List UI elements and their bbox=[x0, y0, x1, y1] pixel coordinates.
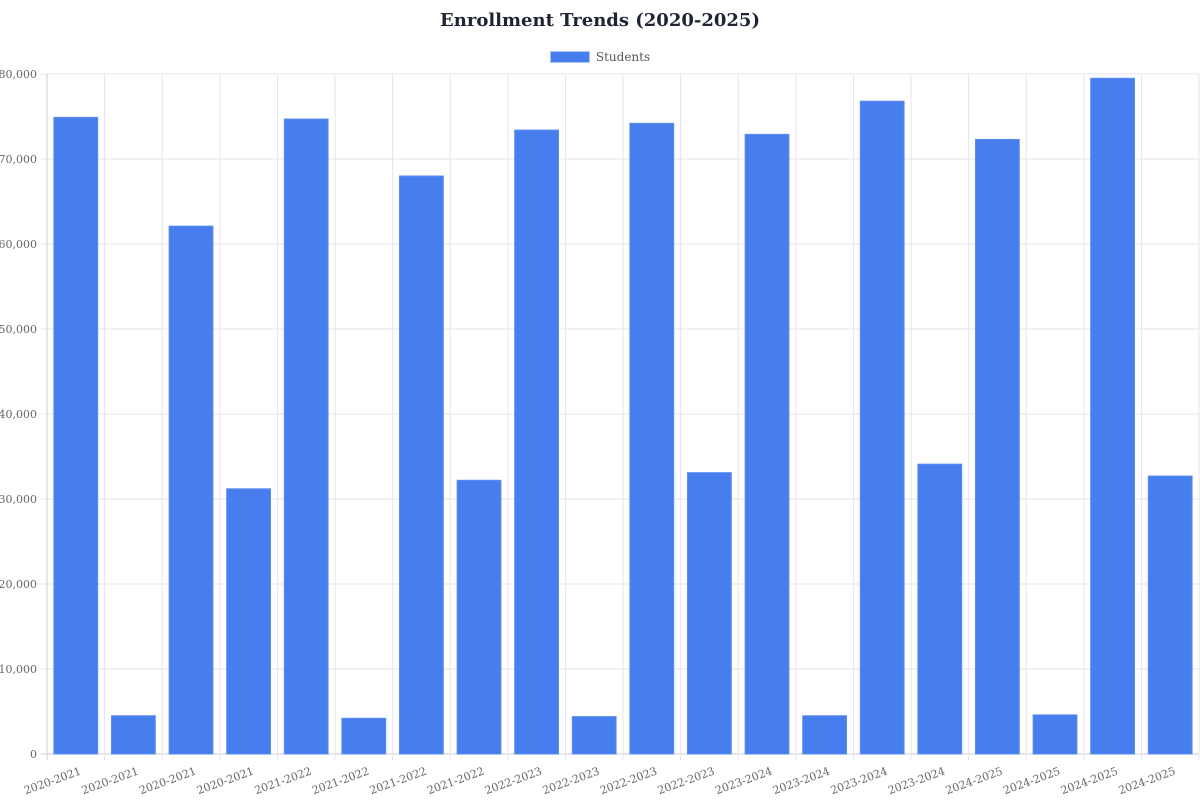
x-tick-label: 2024-2025 bbox=[1001, 765, 1062, 798]
bar bbox=[975, 138, 1020, 755]
y-tick-label: 10,000 bbox=[0, 663, 37, 676]
bar bbox=[744, 133, 790, 755]
x-tick-label: 2024-2025 bbox=[1117, 765, 1178, 798]
y-tick-label: 0 bbox=[30, 748, 37, 761]
bar bbox=[514, 129, 559, 755]
x-tick-label: 2024-2025 bbox=[1059, 765, 1120, 798]
y-tick-label: 60,000 bbox=[0, 238, 37, 251]
chart-title: Enrollment Trends (2020-2025) bbox=[440, 10, 760, 31]
x-tick-label: 2022-2023 bbox=[483, 765, 544, 798]
x-tick-label: 2021-2022 bbox=[253, 765, 314, 798]
x-tick-label: 2021-2022 bbox=[425, 765, 486, 798]
bar bbox=[629, 122, 675, 755]
x-tick-label: 2024-2025 bbox=[944, 765, 1005, 798]
y-tick-label: 80,000 bbox=[0, 68, 37, 81]
legend: Students bbox=[0, 50, 1200, 64]
bar bbox=[1147, 475, 1193, 755]
x-tick-label: 2022-2023 bbox=[656, 765, 717, 798]
x-tick-label: 2020-2021 bbox=[137, 765, 198, 798]
legend-swatch[interactable] bbox=[549, 51, 590, 63]
bar bbox=[571, 716, 617, 755]
y-tick-label: 40,000 bbox=[0, 408, 37, 421]
x-tick-label: 2023-2024 bbox=[771, 765, 832, 798]
bar bbox=[399, 175, 444, 755]
y-tick-label: 30,000 bbox=[0, 493, 37, 506]
x-tick-label: 2022-2023 bbox=[541, 765, 602, 798]
bar bbox=[53, 116, 99, 755]
bar bbox=[283, 118, 329, 755]
x-tick-label: 2022-2023 bbox=[598, 765, 659, 798]
x-tick-label: 2023-2024 bbox=[829, 765, 890, 798]
x-tick-label: 2021-2022 bbox=[368, 765, 429, 798]
bar bbox=[687, 472, 732, 755]
legend-label: Students bbox=[595, 50, 651, 64]
y-tick-label: 50,000 bbox=[0, 323, 37, 336]
bar bbox=[111, 715, 156, 755]
bar bbox=[226, 488, 271, 755]
y-tick-label: 20,000 bbox=[0, 578, 37, 591]
y-tick-label: 70,000 bbox=[0, 153, 37, 166]
x-tick-label: 2020-2021 bbox=[195, 765, 256, 798]
bar bbox=[917, 463, 963, 755]
bar bbox=[859, 100, 905, 755]
x-tick-label: 2020-2021 bbox=[80, 765, 141, 798]
x-tick-label: 2021-2022 bbox=[310, 765, 371, 798]
bar bbox=[456, 479, 502, 755]
bar bbox=[1090, 77, 1135, 755]
x-tick-label: 2020-2021 bbox=[22, 765, 83, 798]
bar bbox=[168, 225, 214, 755]
x-tick-label: 2023-2024 bbox=[886, 765, 947, 798]
bar bbox=[802, 715, 847, 755]
bar bbox=[341, 717, 387, 755]
bar bbox=[1032, 714, 1078, 755]
x-tick-label: 2023-2024 bbox=[713, 765, 774, 798]
